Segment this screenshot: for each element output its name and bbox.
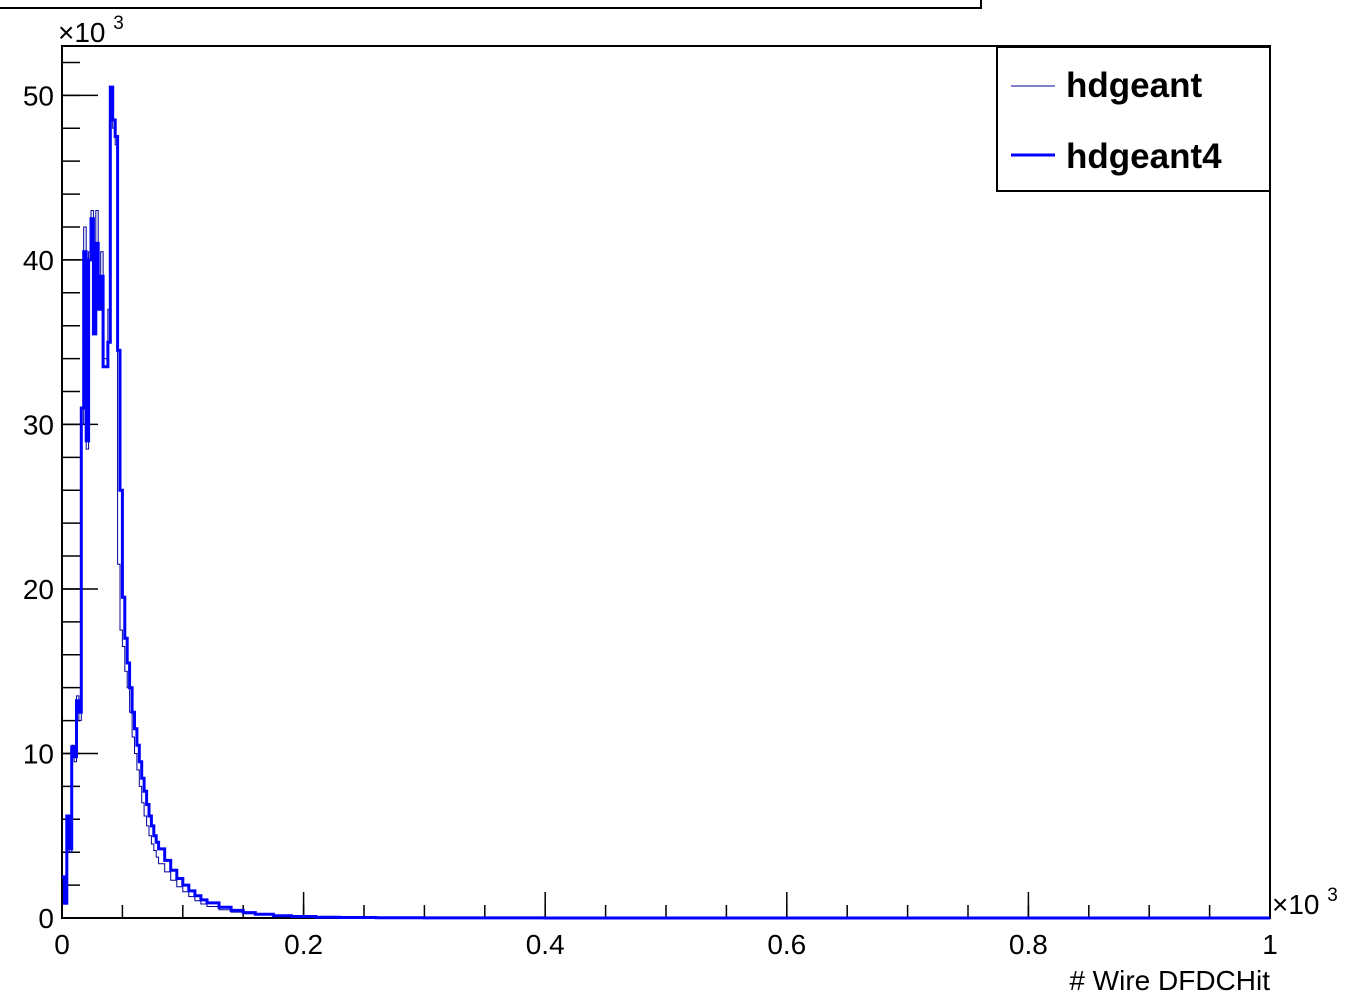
x-tick-label: 0.2 xyxy=(284,929,323,960)
series-layer xyxy=(62,85,1270,920)
y-tick-label: 50 xyxy=(23,80,54,111)
legend-box xyxy=(996,46,1271,192)
x-tick-label: 1 xyxy=(1262,929,1278,960)
x-multiplier: ×10 3 xyxy=(1272,885,1338,920)
x-tick-label: 0.4 xyxy=(526,929,565,960)
y-multiplier-exp: 3 xyxy=(113,13,124,34)
y-tick-label: 40 xyxy=(23,245,54,276)
y-multiplier-base: ×10 xyxy=(58,17,106,48)
y-tick-label: 20 xyxy=(23,574,54,605)
y-multiplier: ×10 3 xyxy=(58,13,124,48)
legend: hdgeant hdgeant4 xyxy=(996,46,1271,192)
y-tick-label: 30 xyxy=(23,409,54,440)
series-hdgeant xyxy=(62,119,1270,919)
legend-label-hdgeant: hdgeant xyxy=(1066,66,1202,105)
x-multiplier-base: ×10 xyxy=(1272,889,1320,920)
x-axis-label: # Wire DFDCHit xyxy=(1069,965,1270,996)
y-tick-label: 0 xyxy=(38,903,54,934)
x-tick-label: 0 xyxy=(54,929,70,960)
y-tick-label: 10 xyxy=(23,738,54,769)
x-multiplier-exp: 3 xyxy=(1327,885,1338,906)
x-tick-label: 0.6 xyxy=(767,929,806,960)
x-tick-label: 0.8 xyxy=(1009,929,1048,960)
legend-label-hdgeant4: hdgeant4 xyxy=(1066,137,1222,176)
title-box xyxy=(0,0,982,9)
series-hdgeant4 xyxy=(62,85,1270,920)
